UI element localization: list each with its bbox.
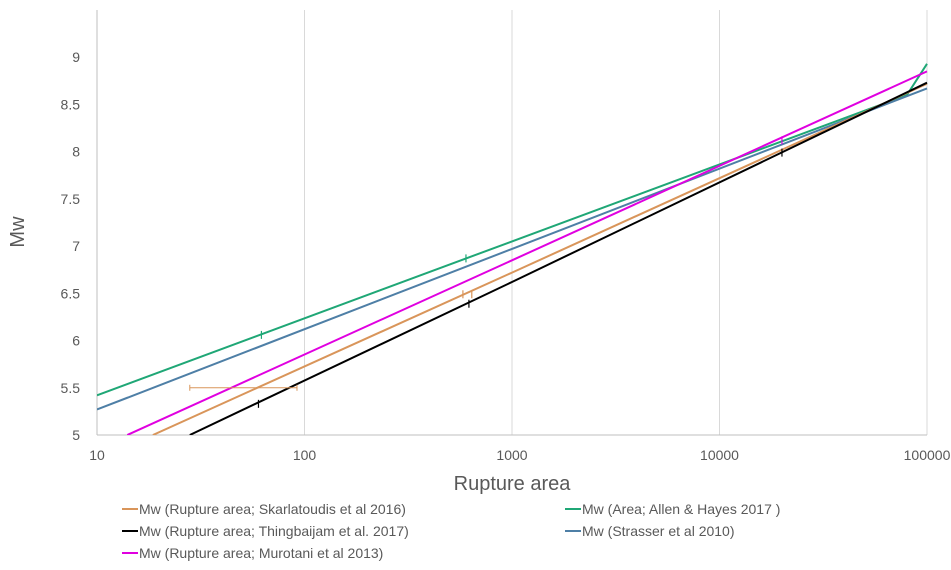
y-tick-label: 5 <box>72 427 80 443</box>
x-tick-label: 10 <box>89 447 105 463</box>
legend-label: Mw (Rupture area; Murotani et al 2013) <box>139 545 383 561</box>
y-tick-label: 5.5 <box>61 380 81 396</box>
x-tick-label: 1000 <box>496 447 527 463</box>
series-line <box>152 82 928 435</box>
x-tick-label: 10000 <box>700 447 739 463</box>
y-tick-label: 8 <box>72 144 80 160</box>
series-line <box>189 81 928 435</box>
legend-label: Mw (Area; Allen & Hayes 2017 ) <box>582 501 780 517</box>
x-axis-title: Rupture area <box>454 473 572 495</box>
x-tick-label: 100000 <box>904 447 951 463</box>
legend-label: Mw (Rupture area; Thingbaijam et al. 201… <box>139 523 409 539</box>
y-tick-label: 6.5 <box>61 285 81 301</box>
y-axis-title: Mw <box>7 216 29 248</box>
series-line <box>97 87 928 411</box>
series-line <box>126 70 928 435</box>
y-tick-label: 8.5 <box>61 96 81 112</box>
plot-area <box>97 63 928 435</box>
y-tick-label: 7 <box>72 238 80 254</box>
legend-label: Mw (Rupture area; Skarlatoudis et al 201… <box>139 501 406 517</box>
x-tick-label: 100 <box>293 447 317 463</box>
series-line <box>97 63 928 397</box>
y-tick-label: 6 <box>72 333 80 349</box>
y-tick-label: 7.5 <box>61 191 81 207</box>
y-tick-label: 9 <box>72 49 80 65</box>
legend-label: Mw (Strasser et al 2010) <box>582 523 735 539</box>
